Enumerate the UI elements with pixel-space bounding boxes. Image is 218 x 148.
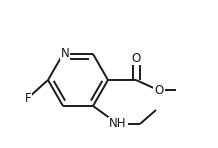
Text: NH: NH <box>109 118 127 131</box>
Text: N: N <box>61 46 69 59</box>
Text: O: O <box>131 52 141 65</box>
Text: O: O <box>154 83 164 96</box>
Text: F: F <box>25 91 31 104</box>
